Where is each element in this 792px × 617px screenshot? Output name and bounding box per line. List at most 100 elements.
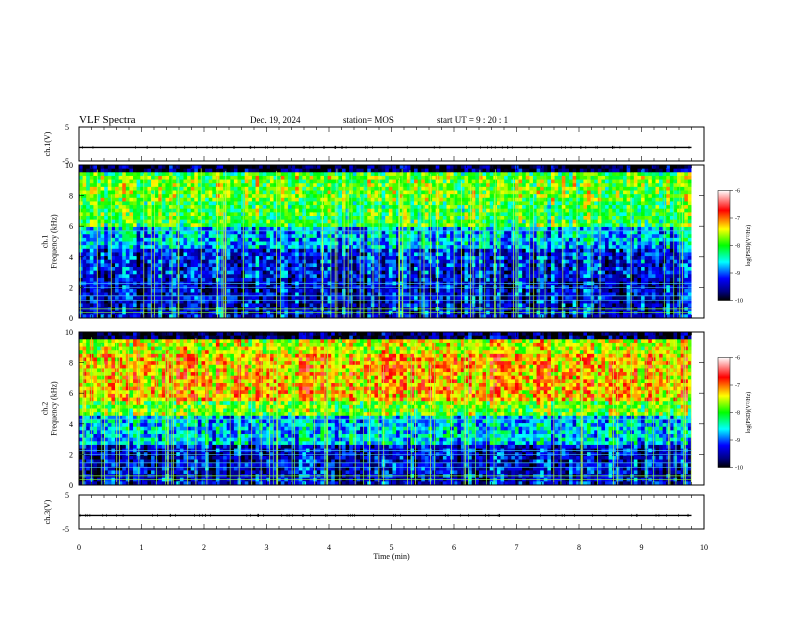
spectrogram-cell [115,238,119,242]
spectrogram-cell [342,180,346,184]
spectrogram-cell [245,267,249,271]
spectrogram-cell [421,242,425,246]
spectrogram-cell [382,176,386,180]
spectrogram-cell [216,303,220,307]
spectrogram-cell [256,176,260,180]
spectrogram-cell [317,176,321,180]
spectrogram-cell [317,223,321,227]
spectrogram-cell [346,296,350,300]
spectrogram-cell [205,242,209,246]
spectrogram-cell [256,260,260,264]
spectrogram-cell [104,267,108,271]
spectrogram-cell [216,249,220,253]
spectrogram-cell [414,183,418,187]
spectrogram-cell [392,209,396,213]
spectrogram-cell [331,260,335,264]
spectrogram-cell [115,209,119,213]
spectrogram-cell [245,234,249,238]
spectrogram-cell [86,245,90,249]
spectrogram-cell [230,260,234,264]
spectrogram-cell [129,165,133,169]
spectrogram-cell [173,263,177,267]
spectrogram-cell [447,198,451,202]
spectrogram-cell [259,252,263,256]
spectrogram-cell [104,278,108,282]
spectrogram-cell [191,289,195,293]
spectrogram-cell [248,205,252,209]
spectrogram-cell [191,260,195,264]
spectrogram-cell [194,187,198,191]
spectrogram-cell [202,263,206,267]
spectrogram-cell [403,278,407,282]
spectrogram-cell [447,165,451,169]
spectrogram-cell [104,274,108,278]
spectrogram-cell [180,176,184,180]
spectrogram-cell [126,176,130,180]
spectrogram-cell [432,263,436,267]
spectrogram-cell [83,238,87,242]
spectrogram-cell [227,172,231,176]
spectrogram-cell [216,263,220,267]
spectrogram-cell [306,223,310,227]
spectrogram-cell [266,198,270,202]
spectrogram-cell [173,252,177,256]
spectrogram-cell [133,289,137,293]
spectrogram-cell [266,209,270,213]
spectrogram-cell [104,242,108,246]
spectrogram-cell [353,289,357,293]
spectrogram-cell [212,205,216,209]
spectrogram-cell [209,278,213,282]
spectrogram-cell [450,245,454,249]
spectrogram-cell [252,176,256,180]
spectrogram-cell [144,191,148,195]
spectrogram-cell [137,278,141,282]
spectrogram-cell [465,245,469,249]
spectrogram-cell [371,176,375,180]
spectrogram-cell [270,220,274,224]
spectrogram-cell [364,172,368,176]
spectrogram-cell [349,198,353,202]
spectrogram-cell [389,205,393,209]
spectrogram-cell [263,187,267,191]
spectrogram-cell [378,296,382,300]
spectrogram-cell [259,278,263,282]
spectrogram-cell [83,183,87,187]
spectrogram-cell [158,169,162,173]
spectrogram-cell [209,267,213,271]
spectrogram-cell [137,242,141,246]
spectrogram-cell [191,267,195,271]
spectrogram-cell [205,187,209,191]
spectrogram-cell [216,212,220,216]
spectrogram-cell [443,216,447,220]
spectrogram-cell [191,191,195,195]
spectrogram-cell [306,205,310,209]
spectrogram-cell [288,278,292,282]
spectrogram-cell [450,223,454,227]
spectrogram-cell [346,238,350,242]
spectrogram-cell [288,242,292,246]
spectrogram-cell [324,220,328,224]
spectrogram-cell [472,274,476,278]
spectrogram-cell [90,263,94,267]
spectrogram-cell [403,183,407,187]
spectrogram-cell [90,180,94,184]
spectrogram-cell [392,234,396,238]
spectrogram-cell [324,238,328,242]
spectrogram-cell [396,165,400,169]
spectrogram-cell [270,216,274,220]
spectrogram-cell [83,234,87,238]
spectrogram-cell [111,245,115,249]
spectrogram-cell [425,205,429,209]
spectrogram-cell [230,209,234,213]
spectrogram-cell [425,198,429,202]
spectrogram-cell [374,267,378,271]
spectrogram-cell [169,260,173,264]
spectrogram-cell [447,303,451,307]
spectrogram-cell [450,252,454,256]
spectrogram-cell [165,238,169,242]
spectrogram-cell [310,271,314,275]
spectrogram-cell [115,205,119,209]
spectrogram-cell [119,191,123,195]
spectrogram-cell [86,180,90,184]
spectrogram-cell [465,263,469,267]
